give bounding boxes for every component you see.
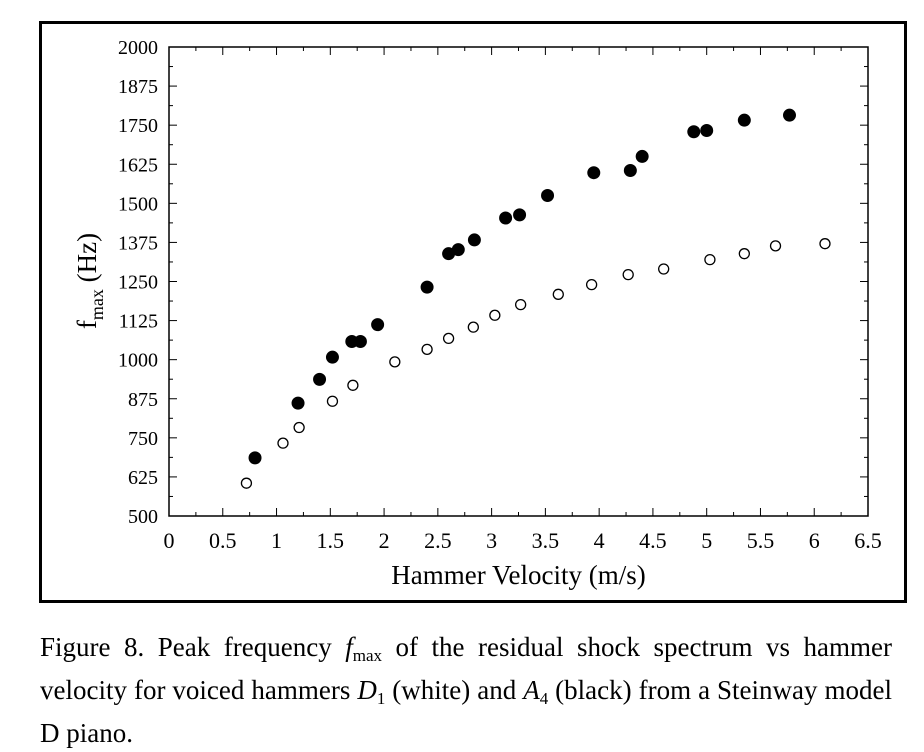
filled-data-point: [353, 335, 367, 349]
open-data-point: [442, 332, 455, 345]
caption-a-subscript: 4: [539, 689, 549, 708]
x-tick-label: 4.5: [639, 528, 667, 553]
filled-data-point: [541, 189, 555, 203]
filled-data-point: [371, 318, 385, 332]
x-tick-label: 5.5: [747, 528, 775, 553]
filled-data-point: [782, 108, 796, 122]
open-data-point: [658, 263, 670, 275]
open-data-point: [389, 356, 401, 368]
caption-middle-2: (white) and: [385, 675, 524, 705]
open-data-point: [467, 321, 479, 333]
open-data-point: [738, 248, 750, 260]
x-axis-label: Hammer Velocity (m/s): [391, 560, 645, 590]
filled-data-point: [587, 166, 601, 180]
open-data-point: [421, 343, 433, 355]
open-data-point: [552, 288, 564, 300]
y-tick-label: 1125: [119, 311, 158, 333]
filled-data-point: [313, 372, 327, 386]
filled-data-point: [513, 208, 527, 222]
x-tick-label: 4: [594, 528, 605, 553]
open-data-point: [622, 268, 634, 281]
x-tick-label: 1: [271, 528, 282, 553]
caption-suffix: (black) from a Steinway model D piano.: [40, 675, 892, 748]
open-data-point: [489, 309, 501, 321]
y-axis-label-symbol: f: [72, 320, 102, 329]
filled-data-point: [499, 211, 513, 225]
caption-middle-1: of the residual shock spectrum vs hammer…: [40, 632, 892, 705]
open-data-point: [277, 437, 289, 449]
caption-prefix: Figure 8. Peak frequency: [40, 632, 346, 662]
x-tick-label: 3: [486, 528, 497, 553]
y-axis-label: fmax (Hz): [72, 233, 107, 329]
x-tick-label: 6.5: [854, 528, 882, 553]
caption-d-symbol: D: [357, 675, 377, 705]
y-tick-label: 1875: [118, 76, 158, 98]
x-tick-label: 2: [379, 528, 390, 553]
filled-data-point: [451, 243, 465, 257]
caption-fmax-subscript: max: [352, 646, 383, 665]
y-tick-label: 1000: [118, 350, 158, 372]
filled-data-point: [291, 396, 305, 410]
y-tick-label: 625: [128, 467, 158, 489]
open-data-point: [819, 238, 831, 250]
y-axis-label-unit: (Hz): [72, 233, 102, 289]
y-tick-label: 1375: [118, 232, 158, 254]
open-data-point: [293, 421, 305, 434]
caption-a-symbol: A: [523, 675, 540, 705]
y-tick-label: 1625: [118, 154, 158, 176]
x-tick-label: 5: [701, 528, 712, 553]
open-data-point: [326, 395, 339, 407]
filled-data-point: [737, 113, 751, 127]
y-axis-label-subscript: max: [87, 289, 107, 320]
y-tick-label: 1750: [118, 115, 158, 137]
x-tick-label: 2.5: [424, 528, 452, 553]
filled-data-point: [635, 149, 649, 163]
x-tick-label: 1.5: [317, 528, 345, 553]
filled-data-point: [420, 280, 434, 294]
y-tick-label: 2000: [118, 37, 158, 59]
caption-d-subscript: 1: [376, 689, 386, 708]
filled-data-point: [325, 350, 339, 364]
caption-fmax-symbol: f: [345, 632, 353, 662]
chart-frame: [39, 21, 907, 603]
open-data-point: [585, 278, 598, 291]
filled-data-point: [623, 164, 637, 178]
figure-caption: Figure 8. Peak frequency fmax of the res…: [40, 630, 892, 751]
scatter-chart: 0 0.5 1 1.5 2 2.5 3 3.5 4 4.5 5 5.5 6 6.5 500 625 750 875…: [72, 37, 882, 590]
open-data-point: [704, 253, 716, 266]
plot-area-border: [168, 46, 869, 517]
x-tick-label: 0: [164, 528, 175, 553]
filled-data-point: [700, 123, 714, 137]
y-tick-label: 750: [128, 428, 158, 450]
x-tick-label: 0.5: [209, 528, 237, 553]
y-tick-label: 1250: [118, 272, 158, 294]
open-data-point: [240, 477, 253, 489]
x-tick-label: 3.5: [532, 528, 560, 553]
filled-data-point: [687, 125, 701, 139]
y-tick-label: 500: [128, 506, 158, 528]
open-data-point: [515, 298, 527, 311]
open-data-point: [769, 240, 782, 252]
x-tick-label: 6: [809, 528, 820, 553]
filled-data-point: [467, 233, 481, 247]
open-data-point: [347, 379, 359, 391]
filled-data-point: [248, 451, 262, 465]
y-tick-label: 1500: [118, 193, 158, 215]
y-tick-label: 875: [128, 389, 158, 411]
